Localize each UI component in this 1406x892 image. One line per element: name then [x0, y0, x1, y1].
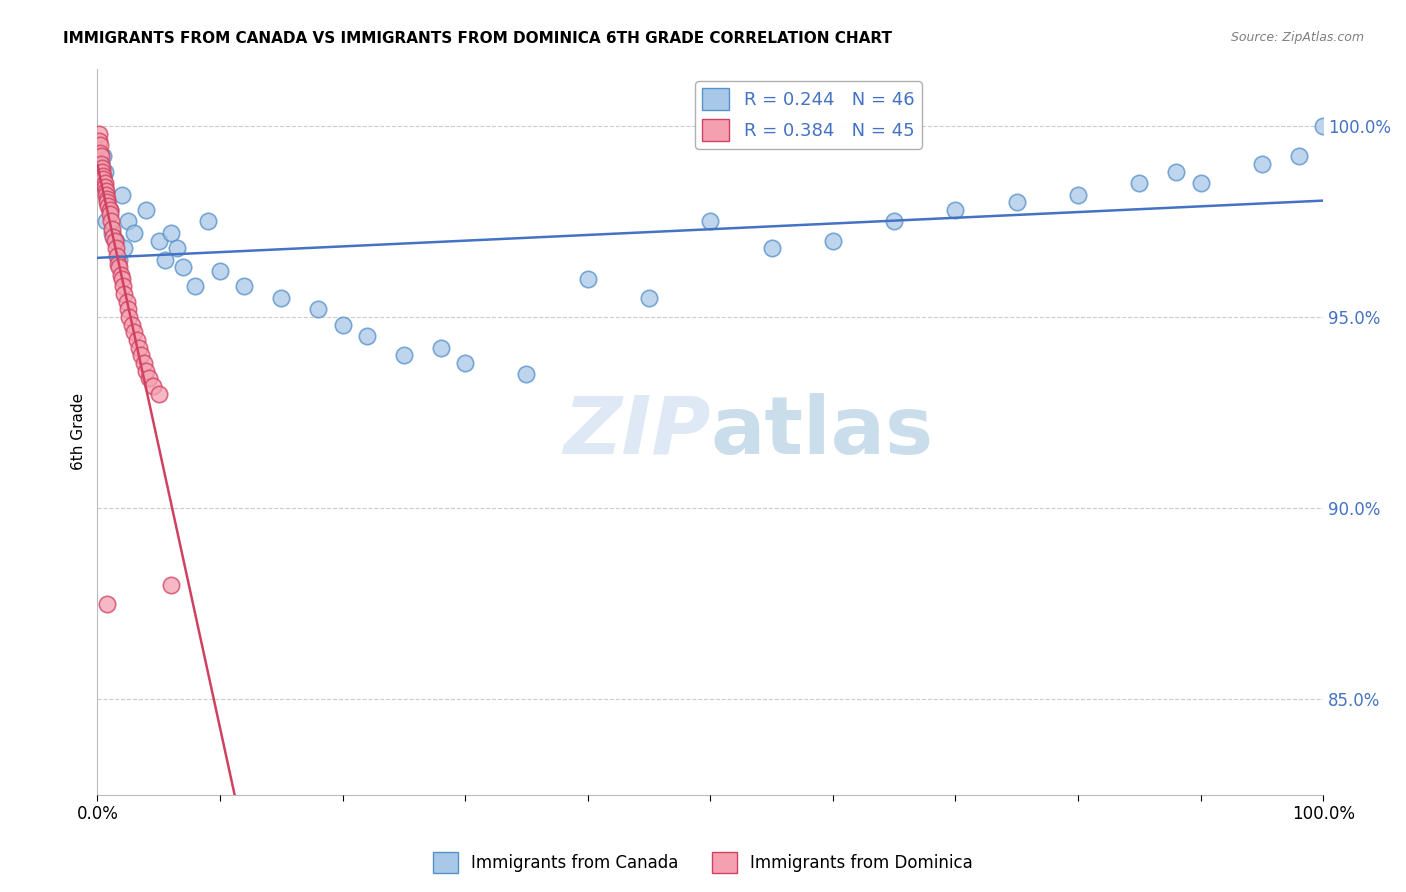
Point — [148, 386, 170, 401]
Point — [233, 279, 256, 293]
Point — [110, 268, 132, 282]
Point — [108, 260, 131, 275]
Point — [101, 226, 124, 240]
Point — [122, 326, 145, 340]
Point — [93, 176, 115, 190]
Point — [117, 302, 139, 317]
Point — [141, 379, 163, 393]
Point — [761, 241, 783, 255]
Point — [135, 363, 157, 377]
Point — [103, 234, 125, 248]
Point — [270, 291, 292, 305]
Point — [111, 272, 134, 286]
Point — [117, 214, 139, 228]
Point — [107, 256, 129, 270]
Point — [87, 127, 110, 141]
Point — [111, 187, 134, 202]
Point — [1164, 165, 1187, 179]
Point — [148, 234, 170, 248]
Y-axis label: 6th Grade: 6th Grade — [72, 393, 86, 470]
Point — [1288, 149, 1310, 163]
Point — [94, 187, 117, 202]
Point — [112, 279, 135, 293]
Point — [184, 279, 207, 293]
Point — [96, 195, 118, 210]
Point — [576, 272, 599, 286]
Point — [1189, 176, 1212, 190]
Point — [96, 192, 118, 206]
Point — [93, 165, 115, 179]
Point — [208, 264, 231, 278]
Point — [100, 214, 122, 228]
Point — [1312, 119, 1334, 133]
Point — [97, 199, 120, 213]
Point — [93, 180, 115, 194]
Point — [132, 356, 155, 370]
Text: ZIP: ZIP — [562, 392, 710, 471]
Point — [96, 597, 118, 611]
Text: IMMIGRANTS FROM CANADA VS IMMIGRANTS FROM DOMINICA 6TH GRADE CORRELATION CHART: IMMIGRANTS FROM CANADA VS IMMIGRANTS FRO… — [63, 31, 893, 46]
Point — [112, 241, 135, 255]
Point — [356, 329, 378, 343]
Point — [125, 333, 148, 347]
Text: Source: ZipAtlas.com: Source: ZipAtlas.com — [1230, 31, 1364, 45]
Point — [91, 165, 114, 179]
Point — [197, 214, 219, 228]
Point — [108, 252, 131, 267]
Point — [101, 222, 124, 236]
Point — [1250, 157, 1272, 171]
Point — [135, 202, 157, 217]
Point — [93, 172, 115, 186]
Point — [93, 149, 115, 163]
Point — [87, 134, 110, 148]
Point — [1067, 187, 1090, 202]
Point — [89, 145, 111, 160]
Point — [98, 202, 121, 217]
Point — [1128, 176, 1150, 190]
Point — [131, 348, 153, 362]
Point — [821, 234, 844, 248]
Point — [105, 249, 128, 263]
Legend: R = 0.244   N = 46, R = 0.384   N = 45: R = 0.244 N = 46, R = 0.384 N = 45 — [695, 81, 921, 149]
Point — [90, 157, 112, 171]
Text: atlas: atlas — [710, 392, 934, 471]
Point — [454, 356, 477, 370]
Point — [121, 318, 143, 332]
Point — [104, 234, 127, 248]
Point — [103, 229, 125, 244]
Point — [118, 310, 141, 324]
Point — [332, 318, 354, 332]
Point — [160, 226, 183, 240]
Point — [112, 287, 135, 301]
Point — [90, 157, 112, 171]
Point — [128, 341, 150, 355]
Point — [699, 214, 721, 228]
Point — [1005, 195, 1028, 210]
Point — [153, 252, 176, 267]
Point — [104, 241, 127, 255]
Point — [307, 302, 329, 317]
Point — [89, 138, 111, 153]
Legend: Immigrants from Canada, Immigrants from Dominica: Immigrants from Canada, Immigrants from … — [426, 846, 980, 880]
Point — [94, 184, 117, 198]
Point — [138, 371, 160, 385]
Point — [91, 176, 114, 190]
Point — [172, 260, 194, 275]
Point — [90, 149, 112, 163]
Point — [91, 161, 114, 175]
Point — [98, 202, 121, 217]
Point — [115, 294, 138, 309]
Point — [945, 202, 967, 217]
Point — [429, 341, 451, 355]
Point — [122, 226, 145, 240]
Point — [93, 169, 115, 183]
Point — [392, 348, 415, 362]
Point — [638, 291, 661, 305]
Point — [94, 214, 117, 228]
Point — [883, 214, 905, 228]
Point — [515, 368, 537, 382]
Point — [160, 578, 183, 592]
Point — [98, 207, 121, 221]
Point — [166, 241, 188, 255]
